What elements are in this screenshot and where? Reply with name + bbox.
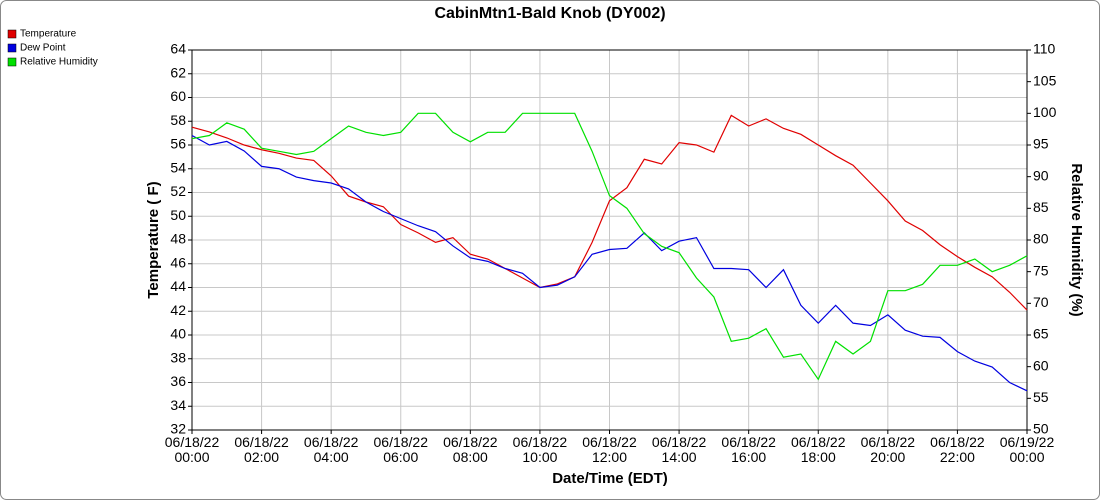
x-tick-label: 06/18/22 00:00 bbox=[164, 434, 220, 465]
x-tick-label: 06/18/22 18:00 bbox=[791, 434, 846, 465]
y2-tick-label: 60 bbox=[1033, 357, 1049, 373]
chart-title: CabinMtn1-Bald Knob (DY002) bbox=[434, 5, 665, 22]
y2-tick-label: 95 bbox=[1033, 136, 1049, 152]
y-tick-label: 40 bbox=[170, 326, 186, 342]
plot-border bbox=[191, 49, 1028, 431]
y2-tick-label: 55 bbox=[1033, 389, 1049, 405]
series-line bbox=[191, 112, 1028, 381]
y2-tick-label: 110 bbox=[1033, 41, 1056, 57]
y-tick-label: 38 bbox=[170, 349, 186, 365]
y-tick-label: 48 bbox=[170, 231, 186, 247]
y-tick-label: 54 bbox=[170, 159, 186, 175]
x-tick-label: 06/18/22 14:00 bbox=[651, 434, 707, 465]
y2-tick-label: 80 bbox=[1033, 231, 1049, 247]
x-axis-label: Date/Time (EDT) bbox=[552, 470, 668, 487]
series-line bbox=[191, 114, 1028, 311]
x-tick-label: 06/18/22 10:00 bbox=[512, 434, 568, 465]
y-tick-label: 32 bbox=[170, 421, 186, 437]
y2-tick-label: 90 bbox=[1033, 167, 1049, 183]
x-tick-label: 06/18/22 08:00 bbox=[443, 434, 498, 465]
legend-swatch bbox=[7, 57, 17, 67]
legend-swatch bbox=[7, 43, 17, 53]
y-tick-label: 62 bbox=[170, 64, 186, 80]
y-tick-label: 56 bbox=[170, 136, 186, 152]
legend-label: Relative Humidity bbox=[20, 57, 98, 68]
x-tick-label: 06/18/22 06:00 bbox=[373, 434, 429, 465]
y-tick-label: 46 bbox=[170, 254, 186, 270]
series-line bbox=[191, 134, 1028, 392]
y2-tick-label: 70 bbox=[1033, 294, 1049, 310]
y-tick-label: 42 bbox=[170, 302, 186, 318]
y-tick-label: 60 bbox=[170, 88, 186, 104]
legend-label: Temperature bbox=[20, 29, 77, 40]
x-tick-label: 06/18/22 02:00 bbox=[234, 434, 289, 465]
y-tick-label: 50 bbox=[170, 207, 186, 223]
y-axis-label: Temperature ( F) bbox=[145, 181, 162, 298]
y-tick-label: 34 bbox=[170, 397, 186, 413]
x-tick-label: 06/18/22 12:00 bbox=[582, 434, 637, 465]
x-tick-label: 06/18/22 16:00 bbox=[721, 434, 776, 465]
y2-axis-label: Relative Humidity (%) bbox=[1068, 163, 1085, 316]
x-tick-label: 06/18/22 04:00 bbox=[303, 434, 359, 465]
y2-tick-label: 65 bbox=[1033, 326, 1049, 342]
y-tick-label: 44 bbox=[170, 278, 186, 294]
y-tick-label: 52 bbox=[170, 183, 186, 199]
y-tick-label: 36 bbox=[170, 373, 186, 389]
x-tick-label: 06/18/22 20:00 bbox=[860, 434, 916, 465]
y-tick-label: 64 bbox=[170, 41, 186, 57]
y2-tick-label: 75 bbox=[1033, 262, 1049, 278]
y2-tick-label: 105 bbox=[1033, 72, 1057, 88]
y2-tick-label: 100 bbox=[1033, 104, 1057, 120]
y2-tick-label: 50 bbox=[1033, 421, 1049, 437]
y-tick-label: 58 bbox=[170, 112, 186, 128]
legend-label: Dew Point bbox=[20, 43, 66, 54]
legend-swatch bbox=[7, 29, 17, 39]
x-tick-label: 06/19/22 00:00 bbox=[999, 434, 1055, 465]
x-tick-label: 06/18/22 22:00 bbox=[930, 434, 985, 465]
y2-tick-label: 85 bbox=[1033, 199, 1049, 215]
